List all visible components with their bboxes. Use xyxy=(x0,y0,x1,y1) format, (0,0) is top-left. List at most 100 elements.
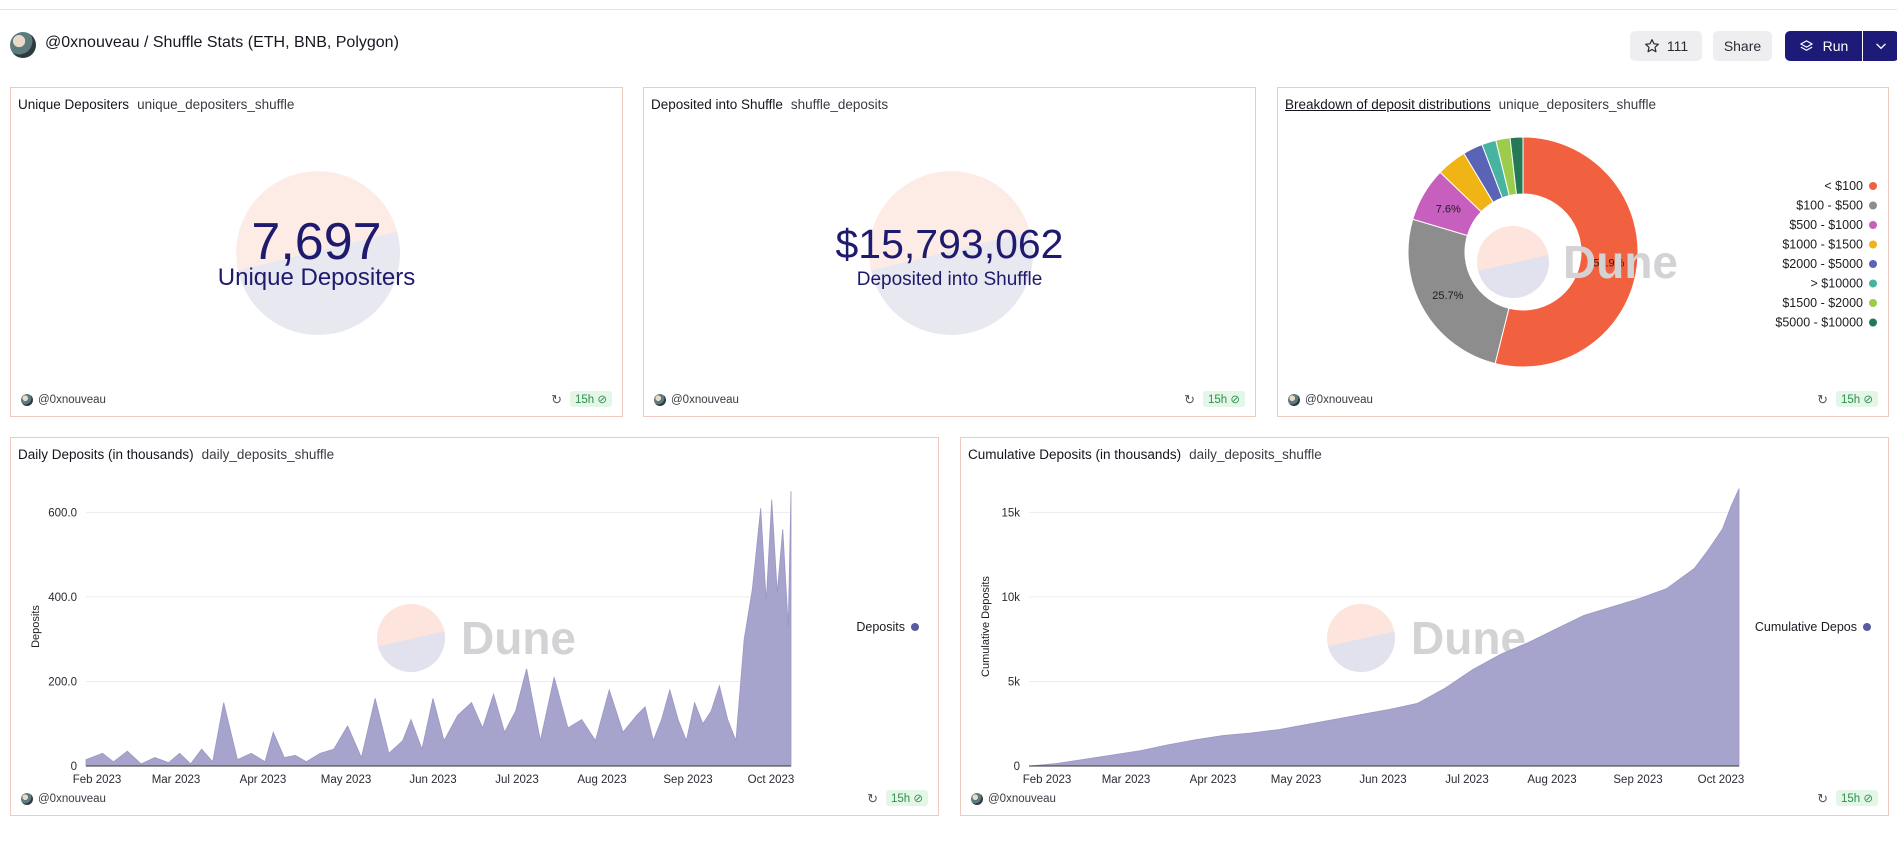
dune-watermark-text: Dune xyxy=(461,612,576,664)
x-tick-label: Aug 2023 xyxy=(1527,774,1576,786)
area-series xyxy=(1028,488,1740,767)
x-tick-label: May 2023 xyxy=(1271,774,1322,786)
dune-watermark: Dune xyxy=(1327,604,1526,672)
legend-dot xyxy=(1869,240,1877,249)
widget-title: Breakdown of deposit distributions unique… xyxy=(1285,97,1656,112)
run-options-button[interactable] xyxy=(1863,31,1897,61)
run-label: Run xyxy=(1822,38,1849,54)
widget-daily-deposits: Daily Deposits (in thousands) daily_depos… xyxy=(10,437,939,816)
counter-label: Unique Depositers xyxy=(217,264,416,291)
pie-slice xyxy=(1509,136,1524,195)
query-name[interactable]: daily_deposits_shuffle xyxy=(1189,447,1322,462)
widget-status: ↻ 15h ⊘ xyxy=(1817,391,1878,407)
run-button[interactable]: Run xyxy=(1785,31,1862,61)
legend-dot xyxy=(1869,201,1877,210)
status-badge: 15h ⊘ xyxy=(885,790,928,806)
widget-author[interactable]: @0xnouveau xyxy=(21,793,106,805)
y-tick-label: 15k xyxy=(1001,507,1020,519)
dune-watermark: Dune xyxy=(1477,226,1678,298)
y-axis-label: Deposits xyxy=(30,605,42,648)
page-title: @0xnouveau / Shuffle Stats (ETH, BNB, Po… xyxy=(45,34,399,51)
legend-label: $100 - $500 xyxy=(1796,199,1863,213)
x-tick-label: Jun 2023 xyxy=(1359,774,1406,786)
x-tick-label: Mar 2023 xyxy=(152,774,201,786)
counter-value: 7,697 xyxy=(251,213,382,271)
avatar[interactable] xyxy=(10,32,36,58)
query-name[interactable]: daily_deposits_shuffle xyxy=(201,447,335,462)
x-tick-label: Jun 2023 xyxy=(409,774,456,786)
pie-slice xyxy=(1494,136,1639,368)
share-button[interactable]: Share xyxy=(1713,31,1772,61)
top-divider xyxy=(0,9,1897,10)
legend-dot xyxy=(1869,182,1877,190)
dune-watermark: Dune xyxy=(377,604,576,672)
legend-label: $2000 - $5000 xyxy=(1782,257,1863,271)
pie-data-label: 25.7% xyxy=(1432,290,1463,302)
pie-data-label: 7.6% xyxy=(1436,203,1461,215)
pie-data-label: 53.9% xyxy=(1593,258,1624,270)
widget-title: Cumulative Deposits (in thousands) daily_… xyxy=(968,447,1322,462)
legend-dot xyxy=(911,623,919,631)
x-tick-label: Apr 2023 xyxy=(240,774,287,786)
x-tick-label: Aug 2023 xyxy=(577,774,626,786)
widget-author[interactable]: @0xnouveau xyxy=(971,793,1056,805)
x-tick-label: Oct 2023 xyxy=(748,774,795,786)
widget-status: ↻ 15h ⊘ xyxy=(551,391,612,407)
legend-label: $5000 - $10000 xyxy=(1775,316,1863,330)
widget-title: Unique Depositers unique_depositers_shuff… xyxy=(18,97,294,112)
pie-chart: 53.9% 25.7% 7.6% Dune < $100 $100 - $500 $500 … xyxy=(1407,136,1877,368)
x-tick-label: May 2023 xyxy=(321,774,372,786)
status-badge: 15h ⊘ xyxy=(1835,391,1878,407)
legend-dot xyxy=(1869,260,1877,268)
refresh-icon[interactable]: ↻ xyxy=(1184,391,1195,407)
y-tick-label: 600.0 xyxy=(48,507,77,519)
widget-status: ↻ 15h ⊘ xyxy=(1184,391,1245,407)
widget-status: ↻ 15h ⊘ xyxy=(1817,790,1878,806)
widget-name[interactable]: Cumulative Deposits (in thousands) xyxy=(968,447,1182,462)
dune-logo-watermark xyxy=(236,171,400,335)
query-name[interactable]: unique_depositers_shuffle xyxy=(137,97,295,112)
widget-author[interactable]: @0xnouveau xyxy=(654,394,739,406)
y-axis-label: Cumulative Deposits xyxy=(980,576,992,677)
status-badge: 15h ⊘ xyxy=(1835,790,1878,806)
dune-logo-shade xyxy=(1327,631,1395,672)
dune-logo-shade xyxy=(377,631,445,672)
legend-dot xyxy=(1863,623,1871,631)
refresh-icon[interactable]: ↻ xyxy=(1817,790,1828,806)
legend-label: Deposits xyxy=(856,620,905,634)
widget-author[interactable]: @0xnouveau xyxy=(21,394,106,406)
query-name[interactable]: unique_depositers_shuffle xyxy=(1498,97,1656,112)
widget-unique-depositers: Unique Depositers unique_depositers_shuff… xyxy=(10,87,623,417)
widget-name[interactable]: Breakdown of deposit distributions xyxy=(1285,97,1491,112)
dashboard-header: @0xnouveau / Shuffle Stats (ETH, BNB, Po… xyxy=(10,30,1897,61)
refresh-icon[interactable]: ↻ xyxy=(551,391,562,407)
counter-value: $15,793,062 xyxy=(835,221,1064,267)
star-count: 111 xyxy=(1666,38,1689,54)
widget-author[interactable]: @0xnouveau xyxy=(1288,394,1373,406)
y-tick-label: 5k xyxy=(1008,676,1020,688)
widget-name[interactable]: Unique Depositers xyxy=(18,97,130,112)
widget-name[interactable]: Daily Deposits (in thousands) xyxy=(18,447,194,462)
avatar xyxy=(1288,394,1300,406)
status-badge: 15h ⊘ xyxy=(569,391,612,407)
y-tick-label: 10k xyxy=(1001,592,1020,604)
x-tick-label: Feb 2023 xyxy=(1023,774,1072,786)
status-badge: 15h ⊘ xyxy=(1202,391,1245,407)
legend-dot xyxy=(1869,299,1877,307)
legend-dot xyxy=(1869,279,1877,288)
avatar xyxy=(21,793,33,805)
legend-label: > $10000 xyxy=(1811,277,1864,291)
star-button[interactable]: 111 xyxy=(1630,31,1702,61)
counter-label: Deposited into Shuffle xyxy=(856,269,1043,290)
x-tick-label: Feb 2023 xyxy=(73,774,122,786)
star-icon xyxy=(1644,39,1659,53)
refresh-icon[interactable]: ↻ xyxy=(1817,391,1828,407)
refresh-icon[interactable]: ↻ xyxy=(867,790,878,806)
widget-name[interactable]: Deposited into Shuffle xyxy=(651,97,783,112)
legend-label: $1000 - $1500 xyxy=(1782,238,1863,252)
widget-title: Deposited into Shuffle shuffle_deposits xyxy=(651,97,888,112)
avatar xyxy=(971,793,983,805)
dune-watermark-text: Dune xyxy=(1563,236,1678,288)
query-name[interactable]: shuffle_deposits xyxy=(790,97,889,112)
cumulative-deposits-chart: 0 5k 10k 15k Dune Feb 2023 Mar 2023 Apr 2023 May… xyxy=(980,488,1871,786)
